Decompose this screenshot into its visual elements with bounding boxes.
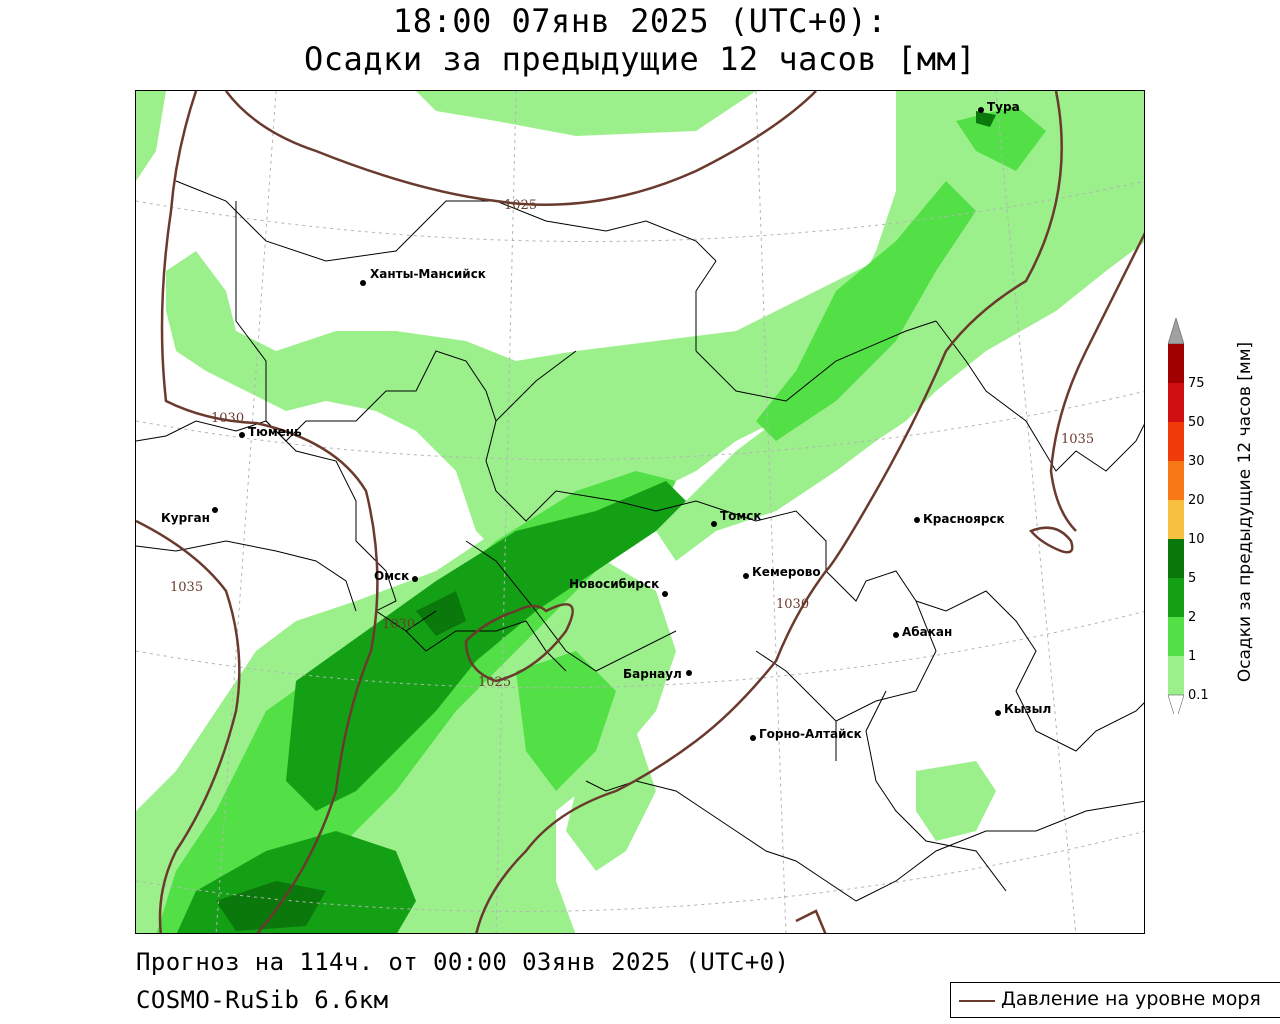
city-krasnoyarsk: Красноярск bbox=[914, 512, 1005, 526]
city-label: Горно-Алтайск bbox=[759, 727, 862, 741]
city-tomsk: Томск bbox=[711, 509, 762, 527]
colorbar-tick-label: 30 bbox=[1188, 454, 1205, 469]
colorbar-title-text: Осадки за предыдущие 12 часов [мм] bbox=[1235, 341, 1255, 683]
city-kyzyl: Кызыл bbox=[995, 702, 1051, 716]
city-tura: Тура bbox=[978, 100, 1020, 114]
map-title-time: 18:00 07янв 2025 (UTC+0): bbox=[392, 2, 888, 40]
city-label: Томск bbox=[720, 509, 762, 523]
city-khanty-mansiysk: Ханты-Мансийск bbox=[360, 267, 486, 286]
city-label: Барнаул bbox=[623, 667, 682, 681]
city-omsk: Омск bbox=[374, 569, 418, 583]
colorbar-over-range bbox=[1167, 317, 1185, 345]
pressure-legend-label: Давление на уровне моря bbox=[1001, 988, 1261, 1010]
precipitation-map: 1025 1030 1035 1030 1025 1035 1030 Тура … bbox=[135, 90, 1145, 934]
isobar-label: 1030 bbox=[211, 411, 244, 426]
colorbar-tick-label: 2 bbox=[1188, 610, 1196, 625]
forecast-info: Прогноз на 114ч. от 00:00 03янв 2025 (UT… bbox=[136, 948, 790, 976]
colorbar-tick-label: 0.1 bbox=[1188, 688, 1209, 703]
colorbar-swatch bbox=[1168, 539, 1184, 578]
colorbar-swatch bbox=[1168, 461, 1184, 500]
isobar-label: 1025 bbox=[478, 675, 511, 690]
precip-darkest-green bbox=[216, 111, 996, 931]
model-name: COSMO-RuSib 6.6км bbox=[136, 986, 389, 1014]
city-label: Ханты-Мансийск bbox=[370, 267, 486, 281]
colorbar-swatch bbox=[1168, 656, 1184, 695]
pressure-legend-line bbox=[959, 1000, 995, 1002]
colorbar-swatch bbox=[1168, 422, 1184, 461]
colorbar-under-range bbox=[1167, 694, 1185, 722]
city-label: Абакан bbox=[902, 625, 952, 639]
isobar-label: 1035 bbox=[1061, 432, 1094, 447]
precipitation-colorbar: 0.1 1 2 5 10 20 30 50 75 bbox=[1160, 314, 1220, 722]
colorbar-tick-label: 1 bbox=[1188, 649, 1196, 664]
city-label: Омск bbox=[374, 569, 409, 583]
city-kemerovo: Кемерово bbox=[743, 565, 821, 579]
colorbar-tick-label: 10 bbox=[1188, 532, 1205, 547]
colorbar-swatch bbox=[1168, 578, 1184, 617]
colorbar-tick-label: 20 bbox=[1188, 493, 1205, 508]
city-gorno-altaysk: Горно-Алтайск bbox=[750, 727, 862, 741]
colorbar-swatch bbox=[1168, 617, 1184, 656]
map-canvas: 1025 1030 1035 1030 1025 1035 1030 Тура … bbox=[136, 91, 1144, 933]
colorbar-tick-label: 50 bbox=[1188, 415, 1205, 430]
colorbar-tick-label: 5 bbox=[1188, 571, 1196, 586]
city-label: Кызыл bbox=[1004, 702, 1051, 716]
city-label: Курган bbox=[161, 511, 210, 525]
city-label: Новосибирск bbox=[569, 577, 659, 591]
isobar-label: 1025 bbox=[504, 198, 537, 213]
sea-level-pressure-isobars bbox=[136, 91, 1144, 933]
isobar-label: 1030 bbox=[382, 617, 415, 632]
city-abakan: Абакан bbox=[893, 625, 952, 639]
colorbar-swatch bbox=[1168, 344, 1184, 383]
isobar-label: 1035 bbox=[170, 580, 203, 595]
city-label: Тюмень bbox=[248, 425, 302, 439]
isobar-label: 1030 bbox=[776, 597, 809, 612]
colorbar-tick-label: 75 bbox=[1188, 376, 1205, 391]
city-label: Красноярск bbox=[923, 512, 1005, 526]
colorbar-scale: 0.1 1 2 5 10 20 30 50 75 bbox=[1167, 317, 1209, 722]
map-title-variable: Осадки за предыдущие 12 часов [мм] bbox=[303, 40, 977, 78]
region-borders bbox=[136, 180, 1144, 902]
city-kurgan: Курган bbox=[161, 507, 218, 525]
city-label: Кемерово bbox=[752, 565, 821, 579]
city-novosibirsk: Новосибирск bbox=[569, 577, 668, 597]
colorbar-swatch bbox=[1168, 500, 1184, 539]
city-tyumen: Тюмень bbox=[239, 425, 302, 439]
city-label: Тура bbox=[987, 100, 1020, 114]
colorbar-swatch bbox=[1168, 383, 1184, 422]
pressure-legend: Давление на уровне моря bbox=[950, 982, 1280, 1018]
city-barnaul: Барнаул bbox=[623, 667, 692, 681]
